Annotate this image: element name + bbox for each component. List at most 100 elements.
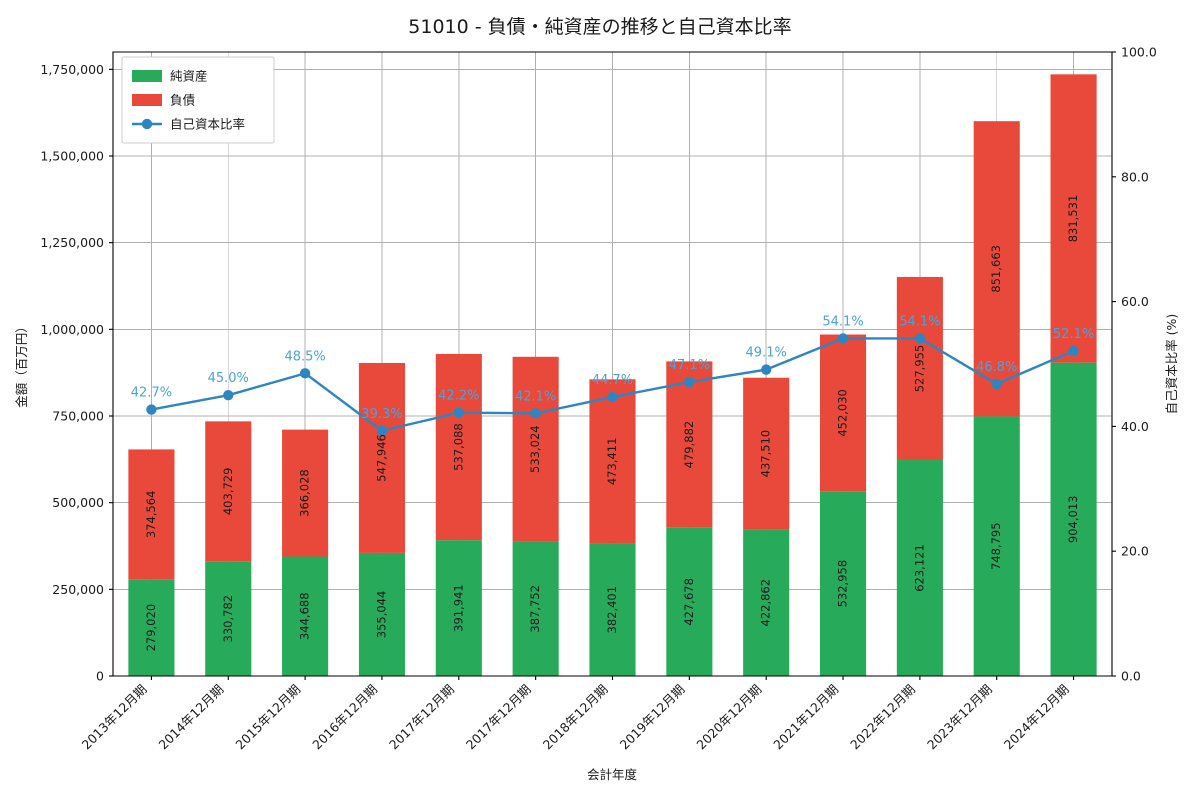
- bar-segment-equity: [435, 540, 482, 676]
- y-tick-label: 500,000: [52, 495, 104, 510]
- legend-label: 自己資本比率: [170, 117, 245, 132]
- ratio-value-labels: 42.7% 45.0% 48.5% 39.3% 42.2% 42.1% 44.7% 47.1%…: [131, 314, 1094, 421]
- ratio-value-label: 49.1%: [746, 346, 787, 361]
- bar-value-label-equity: 387,752: [528, 585, 542, 633]
- bar-segment-equity: [743, 529, 790, 676]
- ratio-data-point: [991, 378, 1002, 390]
- bar-segment-liabilities: [358, 362, 406, 553]
- bar-segment-equity: [512, 541, 559, 676]
- ratio-data-point: [299, 368, 311, 379]
- x-axis-title: 会計年度: [587, 767, 638, 782]
- ratio-value-label: 39.3%: [361, 407, 402, 422]
- bar-value-label-liabilities: 374,564: [144, 491, 158, 539]
- ratio-data-point: [684, 376, 695, 388]
- bar-segment-equity: [589, 543, 636, 676]
- ratio-line-series: [146, 333, 1079, 436]
- legend-marker-ratio: [141, 118, 153, 130]
- bar-value-label-liabilities: 831,531: [1066, 195, 1080, 243]
- y-axis-title: 金額（百万円）: [14, 320, 29, 408]
- bar-value-label-equity: 391,941: [451, 584, 465, 632]
- ratio-data-point: [146, 404, 157, 415]
- ratio-value-label: 44.7%: [592, 373, 633, 388]
- ratio-value-label: 52.1%: [1053, 327, 1094, 342]
- y2-tick-label: 40.0: [1121, 419, 1149, 434]
- bar-segment-liabilities: [128, 449, 175, 580]
- ratio-value-label: 46.8%: [976, 360, 1017, 375]
- ratio-value-label: 48.5%: [284, 349, 325, 364]
- legend-label: 負債: [170, 93, 195, 108]
- bar-value-label-liabilities: 533,024: [528, 425, 542, 473]
- bar-value-label-liabilities: 527,955: [912, 345, 926, 393]
- bar-value-label-equity: 382,401: [605, 586, 619, 634]
- ratio-value-label: 47.1%: [669, 358, 710, 373]
- bar-value-label-liabilities: 851,663: [989, 245, 1003, 293]
- legend-swatch-equity: [132, 70, 162, 82]
- ratio-data-point: [837, 333, 849, 344]
- ratio-data-point: [1068, 345, 1079, 357]
- bar-value-label-equity: 330,782: [221, 595, 235, 643]
- ratio-data-point: [453, 407, 465, 418]
- ratio-value-label: 42.7%: [131, 386, 172, 401]
- bar-value-label-liabilities: 437,510: [759, 430, 773, 478]
- ratio-data-point: [760, 364, 772, 375]
- bar-segment-liabilities: [743, 377, 790, 530]
- bar-value-label-liabilities: 452,030: [836, 389, 850, 437]
- bar-segment-liabilities: [512, 356, 559, 542]
- bar-segment-equity: [819, 491, 867, 676]
- y-tick-label: 750,000: [52, 409, 104, 424]
- bar-segment-liabilities: [435, 353, 482, 541]
- bar-value-label-equity: 623,121: [912, 544, 926, 592]
- bar-value-label-liabilities: 479,882: [682, 421, 696, 469]
- bar-value-label-liabilities: 547,946: [374, 434, 388, 482]
- bar-segment-liabilities: [282, 429, 329, 557]
- y-tick-label: 1,250,000: [40, 235, 104, 250]
- bar-segment-liabilities: [896, 276, 943, 460]
- y2-tick-label: 20.0: [1121, 544, 1149, 559]
- ratio-data-point: [530, 408, 541, 419]
- bar-value-labels: 279,020 374,564 330,782 403,729 344,688 366,0…: [144, 195, 1080, 652]
- y2-axis-title: 自己資本比率 (%): [1164, 314, 1179, 415]
- bar-value-label-equity: 748,795: [989, 522, 1003, 570]
- ratio-data-point: [914, 333, 926, 344]
- bar-segment-equity: [1050, 362, 1097, 676]
- bar-value-label-liabilities: 473,411: [605, 438, 619, 486]
- bar-value-label-equity: 344,688: [298, 592, 312, 640]
- ratio-value-label: 45.0%: [208, 371, 249, 386]
- y-tick-label: 1,500,000: [40, 149, 104, 164]
- legend-label: 純資産: [170, 69, 208, 84]
- bar-segment-equity: [896, 459, 943, 676]
- bar-segment-equity: [358, 552, 406, 676]
- y-tick-label: 1,000,000: [40, 322, 104, 337]
- legend-swatch-liabilities: [132, 94, 162, 106]
- bar-value-label-equity: 355,044: [374, 591, 388, 639]
- ratio-value-label: 42.1%: [515, 389, 556, 404]
- bar-segment-equity: [128, 579, 175, 676]
- ratio-value-label: 54.1%: [899, 314, 940, 329]
- bar-segment-liabilities: [1050, 74, 1097, 363]
- bar-value-label-equity: 532,958: [836, 560, 850, 608]
- ratio-data-point: [607, 391, 618, 403]
- y2-tick-label: 100.0: [1121, 45, 1157, 60]
- bar-value-label-equity: 427,678: [682, 578, 696, 626]
- bar-value-label-equity: 904,013: [1066, 496, 1080, 544]
- y-tick-label: 250,000: [52, 582, 104, 597]
- bar-segment-equity: [666, 527, 713, 676]
- bar-segment-liabilities: [205, 421, 252, 562]
- bar-segment-equity: [973, 416, 1020, 676]
- y2-tick-label: 0.0: [1121, 669, 1141, 684]
- ratio-value-label: 42.2%: [438, 389, 479, 404]
- bar-value-label-equity: 422,862: [759, 579, 773, 627]
- bar-value-label-liabilities: 537,088: [451, 423, 465, 471]
- y2-tick-label: 80.0: [1121, 169, 1149, 184]
- bar-segment-equity: [205, 561, 252, 676]
- bar-segment-liabilities: [589, 379, 636, 544]
- y2-tick-label: 60.0: [1121, 294, 1149, 309]
- chart-title: 51010 - 負債・純資産の推移と自己資本比率: [408, 16, 791, 38]
- ratio-data-point: [376, 425, 388, 436]
- axes: 0 250,000 500,000 750,000 1,000,000 1,250,000…: [40, 45, 1156, 684]
- bar-segment-liabilities: [666, 361, 713, 528]
- bar-segment-equity: [282, 556, 329, 676]
